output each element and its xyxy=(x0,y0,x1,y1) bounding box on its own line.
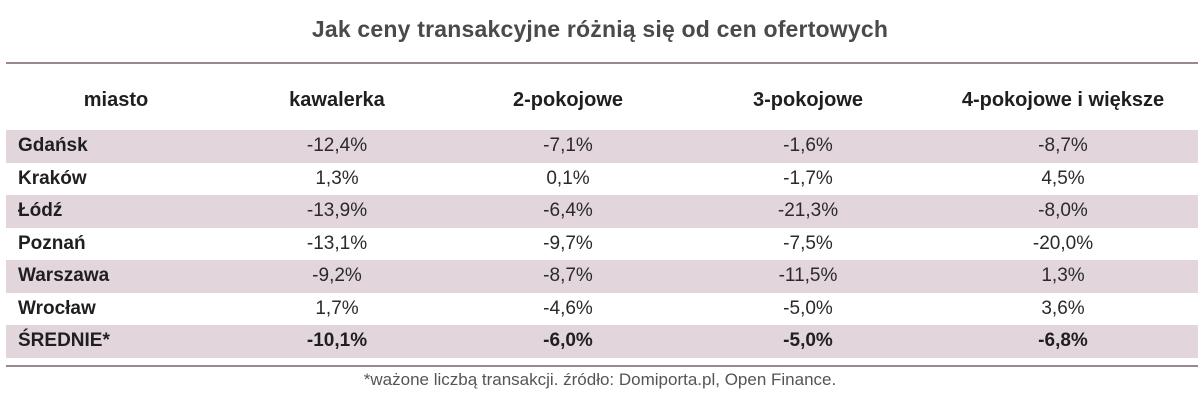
value-cell: -9,2% xyxy=(226,260,448,293)
source-footnote: *ważone liczbą transakcji. źródło: Domip… xyxy=(363,370,837,389)
bottom-rule xyxy=(6,365,1198,367)
value-cell: -13,9% xyxy=(226,195,448,228)
city-cell: Poznań xyxy=(18,232,86,254)
value-cell: -7,1% xyxy=(448,130,688,163)
value-cell: -7,5% xyxy=(783,232,833,254)
table-row: Warszawa -9,2% -8,7% -11,5% 1,3% xyxy=(6,260,1198,293)
column-header-kawalerka: kawalerka xyxy=(289,88,385,111)
average-row: ŚREDNIE* -10,1% -6,0% -5,0% -6,8% xyxy=(6,325,1198,358)
table-row: Łódź -13,9% -6,4% -21,3% -8,0% xyxy=(6,195,1198,228)
average-label-cell: ŚREDNIE* xyxy=(6,325,226,358)
value-cell: -6,4% xyxy=(448,195,688,228)
value-cell: 1,3% xyxy=(315,167,359,189)
table-row: Gdańsk -12,4% -7,1% -1,6% -8,7% xyxy=(6,130,1198,163)
value-cell: -5,0% xyxy=(783,297,833,319)
column-header-2-pokojowe: 2-pokojowe xyxy=(512,88,623,111)
value-cell: -4,6% xyxy=(543,297,593,319)
value-cell: -8,0% xyxy=(928,195,1198,228)
table-row: Wrocław 1,7% -4,6% -5,0% 3,6% xyxy=(6,293,1198,326)
city-cell: Warszawa xyxy=(6,260,226,293)
column-header-4-pokojowe: 4-pokojowe i większe xyxy=(961,88,1165,111)
value-cell: 1,3% xyxy=(928,260,1198,293)
table-title: Jak ceny transakcyjne różnią się od cen … xyxy=(311,16,889,42)
value-cell: -8,7% xyxy=(448,260,688,293)
value-cell: -21,3% xyxy=(688,195,928,228)
value-cell: 1,7% xyxy=(315,297,359,319)
value-cell: -20,0% xyxy=(1032,232,1094,254)
value-cell: -9,7% xyxy=(543,232,593,254)
value-cell: -1,6% xyxy=(688,130,928,163)
column-header-3-pokojowe: 3-pokojowe xyxy=(752,88,863,111)
average-value-cell: -6,8% xyxy=(928,325,1198,358)
value-cell: 3,6% xyxy=(1041,297,1085,319)
value-cell: -1,7% xyxy=(783,167,833,189)
average-value-cell: -6,0% xyxy=(448,325,688,358)
column-header-miasto: miasto xyxy=(83,88,149,111)
value-cell: -12,4% xyxy=(226,130,448,163)
table-row: Kraków 1,3% 0,1% -1,7% 4,5% xyxy=(6,163,1198,196)
value-cell: 0,1% xyxy=(546,167,590,189)
comparison-table: miasto kawalerka 2-pokojowe 3-pokojowe 4… xyxy=(6,70,1198,358)
city-cell: Łódź xyxy=(6,195,226,228)
value-cell: -8,7% xyxy=(928,130,1198,163)
top-rule xyxy=(6,62,1198,64)
city-cell: Gdańsk xyxy=(6,130,226,163)
average-value-cell: -5,0% xyxy=(688,325,928,358)
table-row: Poznań -13,1% -9,7% -7,5% -20,0% xyxy=(6,228,1198,261)
value-cell: -11,5% xyxy=(688,260,928,293)
city-cell: Kraków xyxy=(18,167,87,189)
header-row: miasto kawalerka 2-pokojowe 3-pokojowe 4… xyxy=(6,70,1198,130)
value-cell: 4,5% xyxy=(1041,167,1085,189)
average-value-cell: -10,1% xyxy=(226,325,448,358)
value-cell: -13,1% xyxy=(306,232,368,254)
city-cell: Wrocław xyxy=(18,297,96,319)
